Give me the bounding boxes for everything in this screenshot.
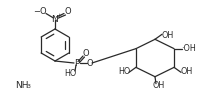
Text: OH: OH xyxy=(153,81,165,90)
Text: HO: HO xyxy=(118,67,130,76)
Text: −O: −O xyxy=(33,8,47,16)
Text: ·OH: ·OH xyxy=(181,44,195,53)
Text: N: N xyxy=(52,14,58,24)
Text: O: O xyxy=(65,8,71,16)
Text: OH: OH xyxy=(181,67,193,76)
Text: HO: HO xyxy=(64,70,76,79)
Text: P: P xyxy=(74,58,80,68)
Text: OH: OH xyxy=(162,31,174,40)
Text: O: O xyxy=(83,50,89,58)
Text: 3: 3 xyxy=(26,84,30,89)
Text: NH: NH xyxy=(15,81,29,89)
Text: O: O xyxy=(87,58,93,68)
Text: +: + xyxy=(56,13,61,18)
